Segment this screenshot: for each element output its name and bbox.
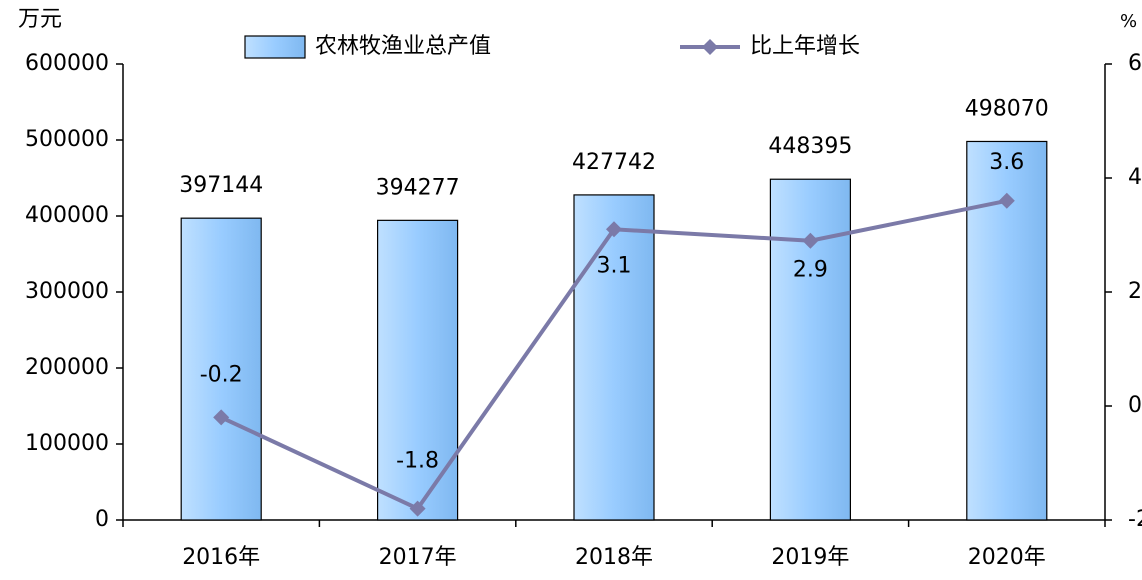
y-tick-label: 300000: [25, 279, 109, 304]
x-tick-label: 2019年: [771, 545, 849, 570]
bar: [377, 219, 459, 521]
bar-value-label: 397144: [179, 173, 263, 198]
line-value-label: -0.2: [200, 362, 243, 387]
line-marker: [802, 232, 819, 249]
line-marker: [409, 500, 426, 517]
x-tick-label: 2016年: [182, 545, 260, 570]
legend-swatch: [244, 35, 306, 59]
y2-tick-label: 4: [1128, 165, 1142, 190]
x-tick-label: 2017年: [379, 545, 457, 570]
y2-tick-label: 0: [1128, 393, 1142, 418]
bar-value-label: 427742: [572, 150, 656, 175]
bar-value-label: 498070: [965, 96, 1049, 121]
x-tick-label: 2018年: [575, 545, 653, 570]
legend-label: 农林牧渔业总产值: [315, 34, 491, 59]
y-tick-label: 0: [95, 507, 109, 532]
y2-tick-label: -2: [1128, 507, 1142, 532]
bar-value-label: 448395: [768, 134, 852, 159]
x-tick-label: 2020年: [968, 545, 1046, 570]
y-tick-label: 200000: [25, 355, 109, 380]
line-marker: [998, 192, 1015, 209]
bar: [769, 178, 852, 521]
y-tick-label: 600000: [25, 51, 109, 76]
line-value-label: 3.1: [597, 253, 632, 278]
legend-marker: [702, 39, 718, 55]
bar-value-label: 394277: [376, 175, 460, 200]
y2-tick-label: 6: [1128, 51, 1142, 76]
y-tick-label: 500000: [25, 127, 109, 152]
y-tick-label: 100000: [25, 431, 109, 456]
bar: [180, 217, 262, 521]
y-tick-label: 400000: [25, 203, 109, 228]
legend-label: 比上年增长: [750, 34, 860, 59]
line-value-label: 2.9: [793, 258, 828, 283]
y2-tick-label: 2: [1128, 279, 1142, 304]
y2-axis-title: %: [1120, 11, 1137, 32]
bar: [573, 194, 655, 521]
line-value-label: 3.6: [989, 150, 1024, 175]
line-marker: [606, 221, 622, 238]
y-axis-title: 万元: [18, 7, 62, 32]
line-value-label: -1.8: [396, 449, 439, 474]
line-marker: [213, 409, 230, 426]
